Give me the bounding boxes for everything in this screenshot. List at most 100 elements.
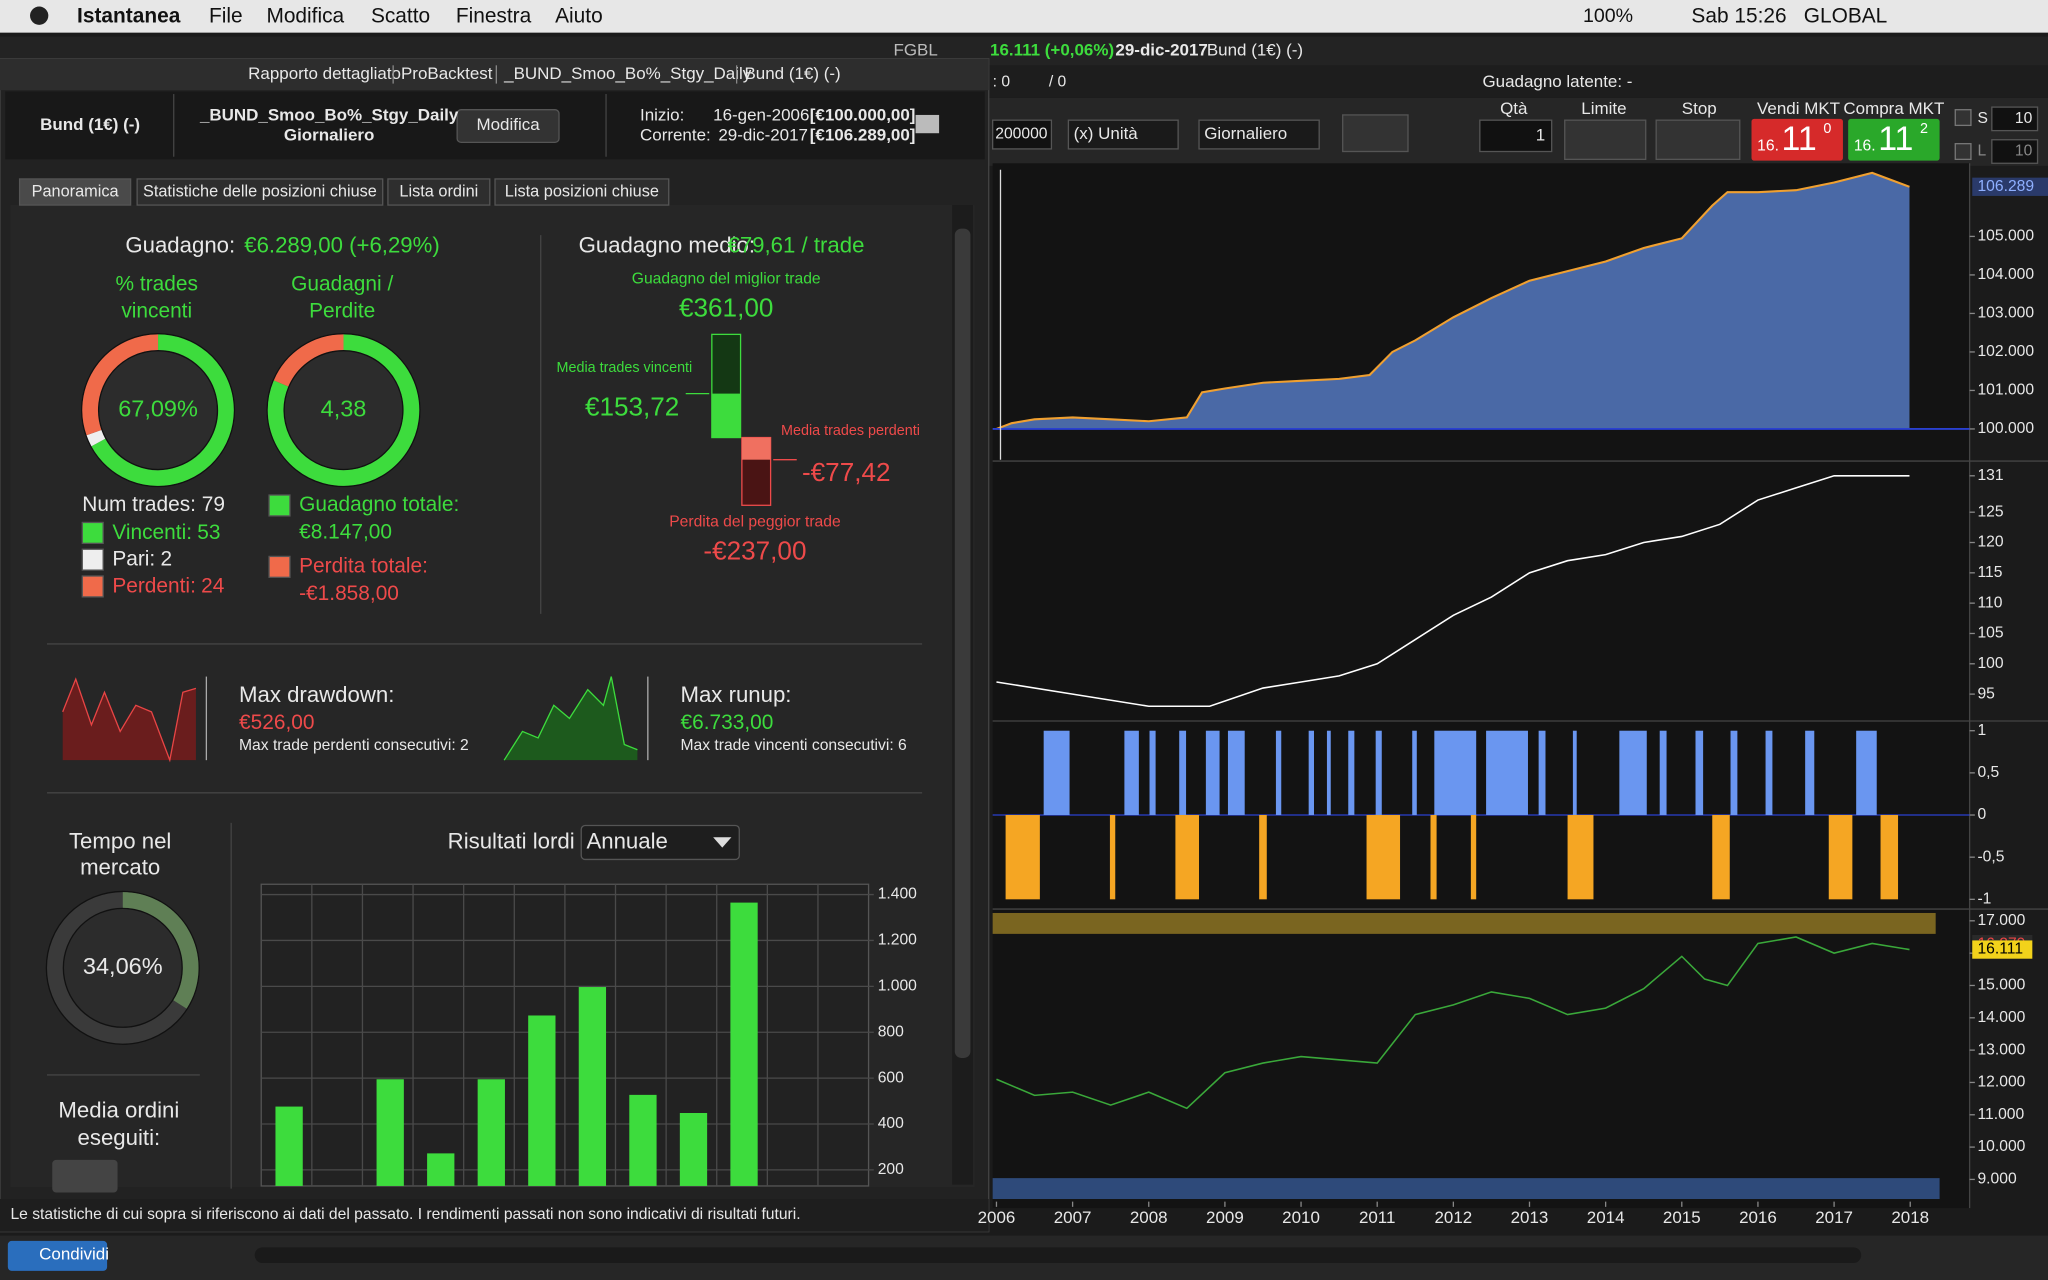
legend-value: 53	[197, 520, 220, 543]
count: / 0	[1049, 73, 1067, 90]
price-suffix: 0	[1823, 121, 1831, 137]
position-bar	[1366, 815, 1401, 900]
range-value: €361,00	[679, 292, 773, 322]
strategy-button[interactable]	[1342, 114, 1409, 153]
tab[interactable]	[136, 178, 384, 206]
position-bar	[1175, 815, 1200, 900]
x-tick-label: 2017	[1815, 1208, 1853, 1227]
x-tick-label: 2009	[1206, 1208, 1244, 1227]
dropdown-arrow	[713, 837, 732, 848]
position-bar	[1730, 730, 1738, 816]
runup-note: Max trade vincenti consecutivi: 6	[680, 737, 907, 754]
sell-button[interactable]	[1751, 118, 1843, 161]
y-tick-label: 104.000	[1977, 266, 2034, 283]
y-tick-label: 1.200	[878, 932, 917, 949]
quote-date: 29-dic-2017	[1115, 40, 1207, 59]
drawdown-sparkline	[62, 679, 196, 761]
price-suffix: 2	[1920, 121, 1928, 137]
legend-name: Guadagno totale:	[299, 493, 459, 516]
last-value-label: 106.289	[1977, 178, 2034, 195]
y-tick-label: 101.000	[1977, 382, 2034, 399]
legend-entry: Pari: 2	[112, 547, 172, 570]
menu-item[interactable]: Finestra	[456, 4, 532, 27]
s-input[interactable]	[1991, 106, 2039, 132]
position-bar	[1470, 815, 1477, 900]
donut-segment	[267, 334, 420, 486]
bar	[528, 1015, 556, 1186]
share-button[interactable]	[7, 1240, 108, 1271]
bar	[477, 1079, 505, 1186]
y-tick-label: 105.000	[1977, 228, 2034, 245]
y-tick-label: 131	[1977, 467, 2003, 484]
y-tick-label: -0,5	[1977, 848, 2004, 865]
tab[interactable]	[18, 178, 132, 206]
tab[interactable]	[387, 178, 491, 206]
menu-item[interactable]: File	[209, 4, 243, 27]
unit-dropdown[interactable]	[1067, 119, 1179, 150]
position-bar	[1567, 815, 1594, 900]
scroll-thumb[interactable]	[954, 228, 971, 1058]
ring-center	[64, 909, 182, 1027]
equity-area	[996, 172, 1910, 429]
price-prefix: 16.	[1854, 137, 1876, 154]
y-tick-label: 100	[1977, 655, 2003, 672]
apple-icon[interactable]	[30, 6, 49, 25]
qty-input[interactable]	[1479, 119, 1553, 153]
buy-button[interactable]	[1848, 118, 1940, 161]
legend-name: Perdenti:	[112, 574, 196, 597]
runup-label: Max runup:	[680, 682, 791, 707]
app-name: Istantanea	[77, 4, 181, 27]
donut-center-label: 67,09%	[118, 395, 198, 421]
range-label: Media trades perdenti	[781, 423, 920, 439]
amount-input[interactable]	[991, 119, 1053, 150]
period-dropdown[interactable]	[580, 824, 740, 861]
current-value: [€106.289,00]	[810, 125, 916, 144]
region: GLOBAL	[1804, 4, 1888, 27]
tab-label: Lista ordini	[399, 182, 478, 200]
menu-item[interactable]: Modifica	[266, 4, 344, 27]
qty-value: 1	[1536, 125, 1545, 144]
bar	[275, 1106, 303, 1186]
l-label: L	[1977, 143, 1986, 160]
quote-instrument: Bund (1€) (-)	[1207, 40, 1303, 59]
donut-center-label: 4,38	[321, 395, 367, 421]
symbol: FGBL	[893, 40, 937, 59]
avg-label: Guadagno medio:	[579, 233, 755, 258]
tab[interactable]	[494, 178, 670, 206]
buy-price: 11	[1878, 120, 1913, 158]
position-bar	[1572, 730, 1577, 816]
edit-button[interactable]	[456, 109, 560, 144]
menu-item[interactable]: Scatto	[371, 4, 430, 27]
last-value-box	[1972, 177, 2048, 196]
position-bar	[1259, 815, 1267, 900]
l-input[interactable]	[1991, 139, 2039, 164]
l-checkbox[interactable]	[1954, 143, 1972, 160]
share-label: Condividi	[39, 1245, 109, 1264]
y-tick-label: 1.000	[878, 977, 917, 994]
print-icon[interactable]	[915, 114, 940, 134]
position-bar	[1619, 730, 1647, 816]
period-select[interactable]	[1198, 119, 1320, 150]
x-tick-label: 2006	[978, 1208, 1016, 1227]
s-checkbox[interactable]	[1954, 109, 1972, 127]
timeline-scroll[interactable]	[254, 1247, 1862, 1264]
bar	[679, 1112, 708, 1186]
range-label: Guadagno del miglior trade	[632, 271, 821, 288]
stop-buttons[interactable]	[1655, 119, 1741, 160]
gauge-arc	[122, 892, 199, 1009]
y-tick-label: 800	[878, 1023, 904, 1040]
legend-value: 2	[160, 547, 172, 570]
limit-buttons[interactable]	[1564, 119, 1647, 160]
y-tick-label: 102.000	[1977, 343, 2034, 360]
legend-swatch	[81, 575, 104, 598]
legend-entry: Vincenti: 53	[112, 520, 220, 543]
series-line	[996, 475, 1910, 708]
position-bar	[1005, 815, 1040, 900]
legend-swatch	[268, 494, 291, 517]
menu-item[interactable]: Aiuto	[555, 4, 603, 27]
amount: 200000	[995, 126, 1048, 143]
legend-name: Perdita totale:	[299, 554, 428, 577]
frequency: Giornaliero	[284, 125, 375, 144]
strategy: _BUND_Smoo_Bo%_Stgy_Daily	[199, 106, 459, 125]
